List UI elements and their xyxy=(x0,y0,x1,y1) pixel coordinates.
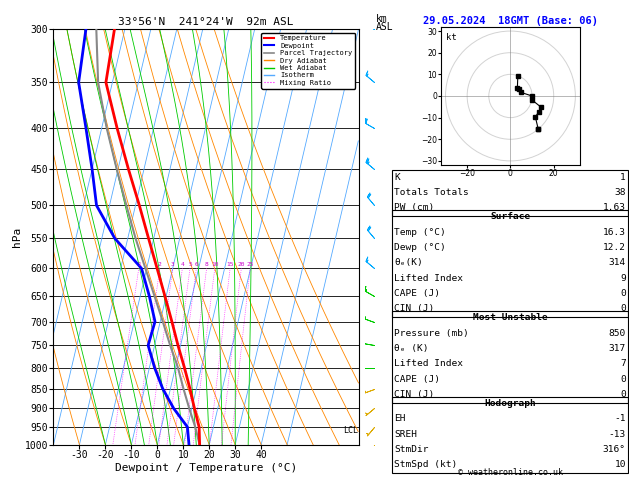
Legend: Temperature, Dewpoint, Parcel Trajectory, Dry Adiabat, Wet Adiabat, Isotherm, Mi: Temperature, Dewpoint, Parcel Trajectory… xyxy=(261,33,355,88)
Text: StmSpd (kt): StmSpd (kt) xyxy=(394,460,458,469)
Text: CAPE (J): CAPE (J) xyxy=(394,289,440,298)
Text: CIN (J): CIN (J) xyxy=(394,390,435,399)
Text: -1: -1 xyxy=(615,415,626,423)
Text: 0: 0 xyxy=(620,289,626,298)
Text: LCL: LCL xyxy=(343,426,358,435)
Text: 29.05.2024  18GMT (Base: 06): 29.05.2024 18GMT (Base: 06) xyxy=(423,16,598,26)
Text: θₑ(K): θₑ(K) xyxy=(394,258,423,267)
Text: Hodograph: Hodograph xyxy=(484,399,536,408)
Text: 12.2: 12.2 xyxy=(603,243,626,252)
Text: km: km xyxy=(376,14,387,24)
Text: 10: 10 xyxy=(615,460,626,469)
Text: StmDir: StmDir xyxy=(394,445,429,454)
Text: -13: -13 xyxy=(609,430,626,439)
Text: θₑ (K): θₑ (K) xyxy=(394,344,429,353)
Text: 317: 317 xyxy=(609,344,626,353)
Text: Temp (°C): Temp (°C) xyxy=(394,227,446,237)
Text: PW (cm): PW (cm) xyxy=(394,203,435,212)
Text: Most Unstable: Most Unstable xyxy=(473,313,547,322)
Text: 20: 20 xyxy=(238,262,245,267)
Text: Pressure (mb): Pressure (mb) xyxy=(394,329,469,338)
Text: 9: 9 xyxy=(620,274,626,282)
Text: CAPE (J): CAPE (J) xyxy=(394,375,440,383)
Text: 25: 25 xyxy=(247,262,254,267)
Title: 33°56'N  241°24'W  92m ASL: 33°56'N 241°24'W 92m ASL xyxy=(118,17,294,27)
Text: 3: 3 xyxy=(171,262,175,267)
Text: Surface: Surface xyxy=(490,212,530,221)
Text: Lifted Index: Lifted Index xyxy=(394,274,464,282)
Text: 2: 2 xyxy=(158,262,162,267)
Text: © weatheronline.co.uk: © weatheronline.co.uk xyxy=(458,468,563,477)
Text: K: K xyxy=(394,173,400,182)
Text: 16.3: 16.3 xyxy=(603,227,626,237)
Text: Dewp (°C): Dewp (°C) xyxy=(394,243,446,252)
Text: EH: EH xyxy=(394,415,406,423)
Text: 850: 850 xyxy=(609,329,626,338)
Text: 316°: 316° xyxy=(603,445,626,454)
Text: SREH: SREH xyxy=(394,430,418,439)
Text: Lifted Index: Lifted Index xyxy=(394,359,464,368)
Text: 10: 10 xyxy=(211,262,218,267)
Text: 38: 38 xyxy=(615,188,626,197)
Text: 1: 1 xyxy=(137,262,141,267)
Text: Totals Totals: Totals Totals xyxy=(394,188,469,197)
Text: ASL: ASL xyxy=(376,21,393,32)
Text: 0: 0 xyxy=(620,304,626,313)
Text: 0: 0 xyxy=(620,390,626,399)
Text: 5: 5 xyxy=(188,262,192,267)
Text: 15: 15 xyxy=(226,262,234,267)
Text: 1.63: 1.63 xyxy=(603,203,626,212)
Text: CIN (J): CIN (J) xyxy=(394,304,435,313)
Text: 4: 4 xyxy=(181,262,184,267)
Text: 1: 1 xyxy=(620,173,626,182)
Text: 7: 7 xyxy=(620,359,626,368)
Text: 8: 8 xyxy=(204,262,208,267)
Text: 6: 6 xyxy=(194,262,198,267)
Text: kt: kt xyxy=(445,33,456,42)
Text: 314: 314 xyxy=(609,258,626,267)
Text: 0: 0 xyxy=(620,375,626,383)
X-axis label: Dewpoint / Temperature (°C): Dewpoint / Temperature (°C) xyxy=(115,463,297,473)
Y-axis label: hPa: hPa xyxy=(11,227,21,247)
